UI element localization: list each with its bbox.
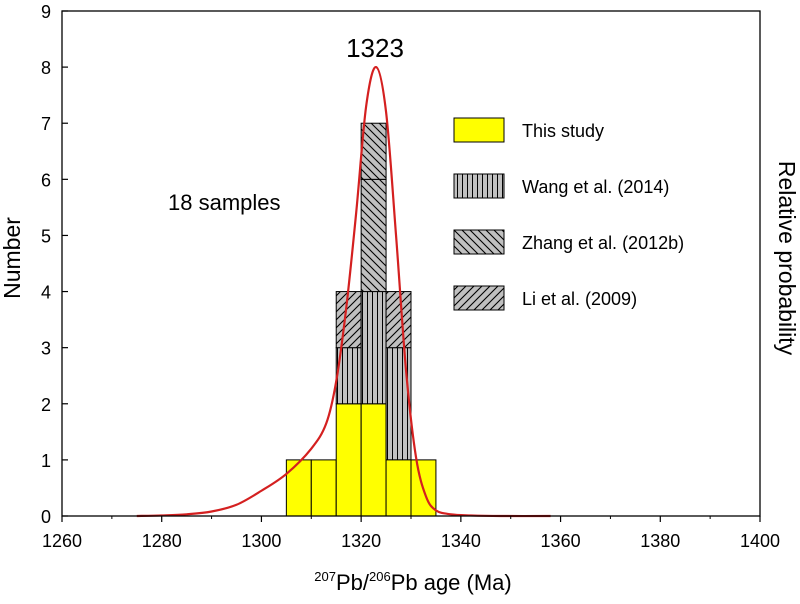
legend-label: Wang et al. (2014) bbox=[522, 177, 669, 197]
legend-swatch bbox=[453, 229, 505, 255]
x-axis-label-part1: Pb/ bbox=[336, 570, 370, 595]
histogram-bar bbox=[335, 291, 362, 349]
histogram-bar bbox=[360, 403, 387, 517]
y-tick-label: 0 bbox=[41, 507, 51, 527]
histogram-bar bbox=[385, 459, 412, 517]
histogram-bar bbox=[335, 403, 362, 517]
axes: 1260 1280 1300 1320 1340 1360 1380 1400 0 1 2 3 4 5 6 7… bbox=[41, 2, 780, 551]
y-tick-label: 8 bbox=[41, 58, 51, 78]
x-tick-label: 1380 bbox=[640, 531, 680, 551]
probability-curve-layer bbox=[136, 66, 551, 518]
histogram-bar bbox=[360, 178, 387, 293]
histogram-bar bbox=[385, 347, 412, 461]
y2-axis-label: Relative probability bbox=[774, 161, 800, 356]
x-axis-label-part2: Pb age (Ma) bbox=[391, 570, 512, 595]
histogram-bar bbox=[285, 459, 312, 517]
y-tick-label: 1 bbox=[41, 451, 51, 471]
x-axis-label-sup2: 206 bbox=[369, 569, 391, 584]
x-tick-label: 1340 bbox=[441, 531, 481, 551]
legend-swatch bbox=[453, 285, 505, 311]
y-tick-label: 4 bbox=[41, 283, 51, 303]
y-tick-label: 5 bbox=[41, 226, 51, 246]
y-tick-label: 9 bbox=[41, 2, 51, 22]
legend-swatch bbox=[453, 173, 505, 199]
x-axis-label: 207Pb/206Pb age (Ma) bbox=[314, 569, 512, 595]
y-tick-label: 7 bbox=[41, 114, 51, 134]
histogram-bar bbox=[310, 459, 337, 517]
x-tick-label: 1320 bbox=[341, 531, 381, 551]
y-axis-label: Number bbox=[0, 217, 25, 299]
legend-label: Zhang et al. (2012b) bbox=[522, 233, 684, 253]
legend-swatch bbox=[453, 117, 505, 143]
histogram-bar bbox=[385, 291, 412, 349]
x-axis-label-sup1: 207 bbox=[314, 569, 336, 584]
histogram-bar bbox=[360, 291, 387, 405]
histogram-bars bbox=[285, 122, 437, 517]
x-tick-label: 1400 bbox=[740, 531, 780, 551]
x-tick-label: 1360 bbox=[541, 531, 581, 551]
legend-label: Li et al. (2009) bbox=[522, 289, 637, 309]
y-tick-label: 2 bbox=[41, 395, 51, 415]
probability-curve bbox=[136, 66, 551, 518]
x-tick-label: 1260 bbox=[42, 531, 82, 551]
sample-count-label: 18 samples bbox=[168, 190, 281, 215]
x-tick-label: 1300 bbox=[241, 531, 281, 551]
legend-label: This study bbox=[522, 121, 604, 141]
x-tick-label: 1280 bbox=[142, 531, 182, 551]
histogram-bar bbox=[360, 122, 387, 180]
legend: This study Wang et al. (2014) Zhang et al.… bbox=[453, 117, 684, 311]
y-tick-label: 3 bbox=[41, 339, 51, 359]
peak-label: 1323 bbox=[346, 33, 404, 63]
y-tick-label: 6 bbox=[41, 170, 51, 190]
